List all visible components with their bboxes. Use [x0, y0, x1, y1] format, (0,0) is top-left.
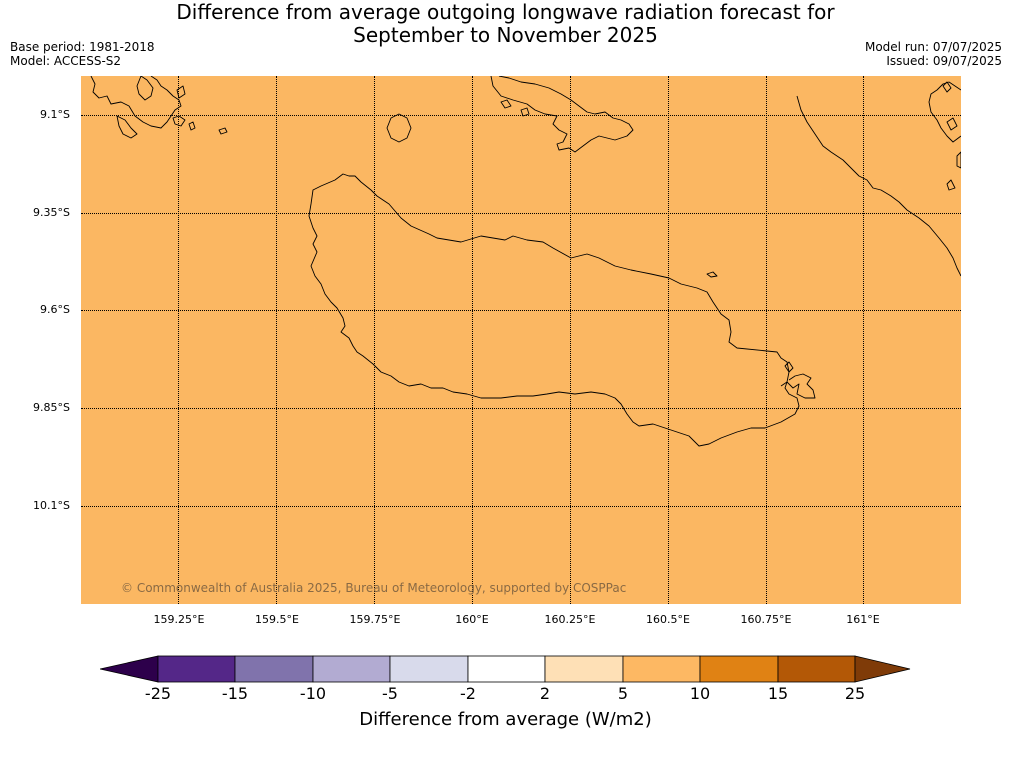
russell-islet-d [188, 121, 196, 131]
lon-label: 160.25°E [544, 613, 596, 626]
gridline-lat-9-35 [81, 213, 961, 214]
colorbar-segment [389, 655, 469, 683]
title-line-1: Difference from average outgoing longwav… [176, 0, 835, 24]
florida-islet-b [520, 107, 530, 117]
meta-right: Model run: 07/07/2025 Issued: 09/07/2025 [865, 40, 1002, 68]
guadalcanal-coastline [308, 173, 800, 447]
malaita-north-coastline [928, 81, 961, 143]
colorbar-tick: -10 [299, 684, 327, 703]
florida-islet-a [500, 99, 512, 109]
russell-islet-a [116, 115, 138, 139]
gridline-lon-161 [863, 76, 864, 604]
lat-label: 9.1°S [40, 108, 70, 121]
base-period: Base period: 1981-2018 [10, 40, 155, 54]
lon-label: 160°E [455, 613, 489, 626]
russell-islet-b [136, 76, 154, 101]
colorbar-tick: -2 [460, 684, 476, 703]
colorbar-segment [622, 655, 701, 683]
coastline-layer [90, 76, 961, 447]
savo-island [386, 113, 412, 143]
lon-label: 160.75°E [740, 613, 792, 626]
gridline-lon-160-25 [570, 76, 571, 604]
russell-islet-e [218, 127, 228, 135]
florida-islands-coastline [490, 76, 634, 153]
gridline-lat-9-1 [81, 115, 961, 116]
gridline-lon-159-75 [374, 76, 375, 604]
colorbar-extend-low [100, 655, 159, 683]
colorbar-tick: -5 [382, 684, 398, 703]
lon-label: 160.5°E [646, 613, 690, 626]
copyright-notice: © Commonwealth of Australia 2025, Bureau… [121, 581, 627, 595]
gridline-lat-10-1 [81, 506, 961, 507]
lon-label: 159.25°E [153, 613, 205, 626]
colorbar-segment [157, 655, 236, 683]
colorbar [100, 655, 911, 683]
colorbar-segment [544, 655, 624, 683]
lat-label: 9.6°S [40, 303, 70, 316]
model-name: Model: ACCESS-S2 [10, 54, 122, 68]
colorbar-segment [234, 655, 314, 683]
gridline-lat-9-6 [81, 310, 961, 311]
map-panel: © Commonwealth of Australia 2025, Bureau… [81, 76, 961, 604]
colorbar-tick: 15 [767, 684, 789, 703]
small-islet [706, 271, 718, 278]
title-line-2: September to November 2025 [353, 23, 658, 47]
colorbar-segment [699, 655, 779, 683]
model-run: Model run: 07/07/2025 [864, 40, 1002, 54]
malaita-islet-a [942, 81, 952, 93]
malaita-islet-c [956, 151, 961, 169]
gridline-lon-160-75 [766, 76, 767, 604]
lon-label: 159.75°E [349, 613, 401, 626]
meta-left: Base period: 1981-2018 Model: ACCESS-S2 [10, 40, 155, 68]
colorbar-tick: 5 [617, 684, 629, 703]
russell-islet-c [172, 115, 186, 127]
malaita-coastline [796, 95, 961, 277]
gridline-lon-160 [472, 76, 473, 604]
gridline-lon-160-5 [668, 76, 669, 604]
colorbar-segment [312, 655, 391, 683]
gridline-lon-159-25 [178, 76, 179, 604]
malaita-islet-b [946, 117, 958, 131]
malaita-islet-d [946, 179, 956, 191]
colorbar-tick: 10 [689, 684, 711, 703]
colorbar-tick: 2 [539, 684, 551, 703]
colorbar-tick: -25 [144, 684, 172, 703]
colorbar-tick: -15 [221, 684, 249, 703]
lat-label: 9.35°S [33, 206, 70, 219]
russell-islands-coastline [90, 76, 182, 129]
gridline-lon-159-5 [276, 76, 277, 604]
colorbar-extend-high [854, 655, 911, 683]
lat-label: 10.1°S [33, 499, 70, 512]
chart-title: Difference from average outgoing longwav… [0, 1, 1011, 47]
gridline-lat-9-85 [81, 408, 961, 409]
colorbar-label: Difference from average (W/m2) [359, 709, 652, 730]
lat-label: 9.85°S [33, 401, 70, 414]
issued-date: Issued: 09/07/2025 [886, 54, 1002, 68]
colorbar-segment [467, 655, 546, 683]
eastern-cape-islet [784, 361, 794, 373]
lon-label: 161°E [846, 613, 880, 626]
lon-label: 159.5°E [255, 613, 299, 626]
eastern-cape-detail [780, 373, 816, 399]
colorbar-tick: 25 [844, 684, 866, 703]
colorbar-segment [777, 655, 856, 683]
